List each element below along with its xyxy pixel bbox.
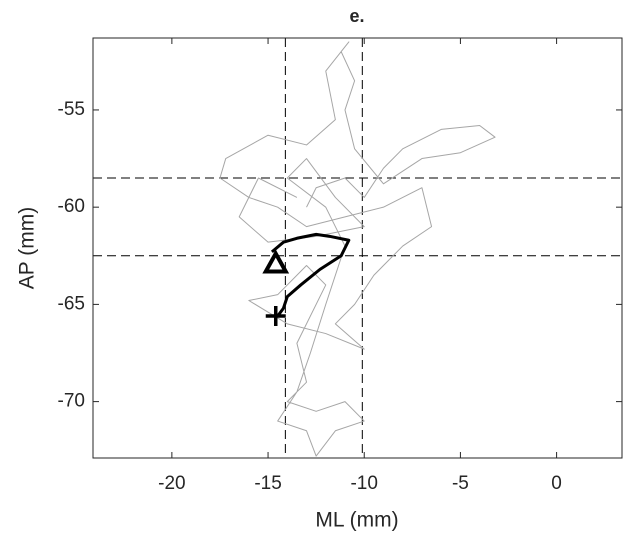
chart-title: e. xyxy=(349,6,364,26)
x-tick-label: -20 xyxy=(158,473,185,494)
y-tick-label: -70 xyxy=(58,391,85,412)
y-tick-label: -55 xyxy=(58,99,85,120)
x-tick-label: -10 xyxy=(350,473,377,494)
y-tick-label: -60 xyxy=(58,196,85,217)
trajectory xyxy=(270,232,351,317)
x-tick-label: 0 xyxy=(551,473,562,494)
start-marker xyxy=(262,249,290,274)
y-axis-label: AP (mm) xyxy=(16,207,39,289)
y-tick-label: -65 xyxy=(58,293,85,314)
x-tick-label: -15 xyxy=(254,473,281,494)
x-tick-label: -5 xyxy=(452,473,469,494)
plot-frame xyxy=(92,37,623,459)
x-axis-label: ML (mm) xyxy=(315,509,398,532)
end-marker xyxy=(265,306,286,327)
trajectory xyxy=(219,41,496,457)
